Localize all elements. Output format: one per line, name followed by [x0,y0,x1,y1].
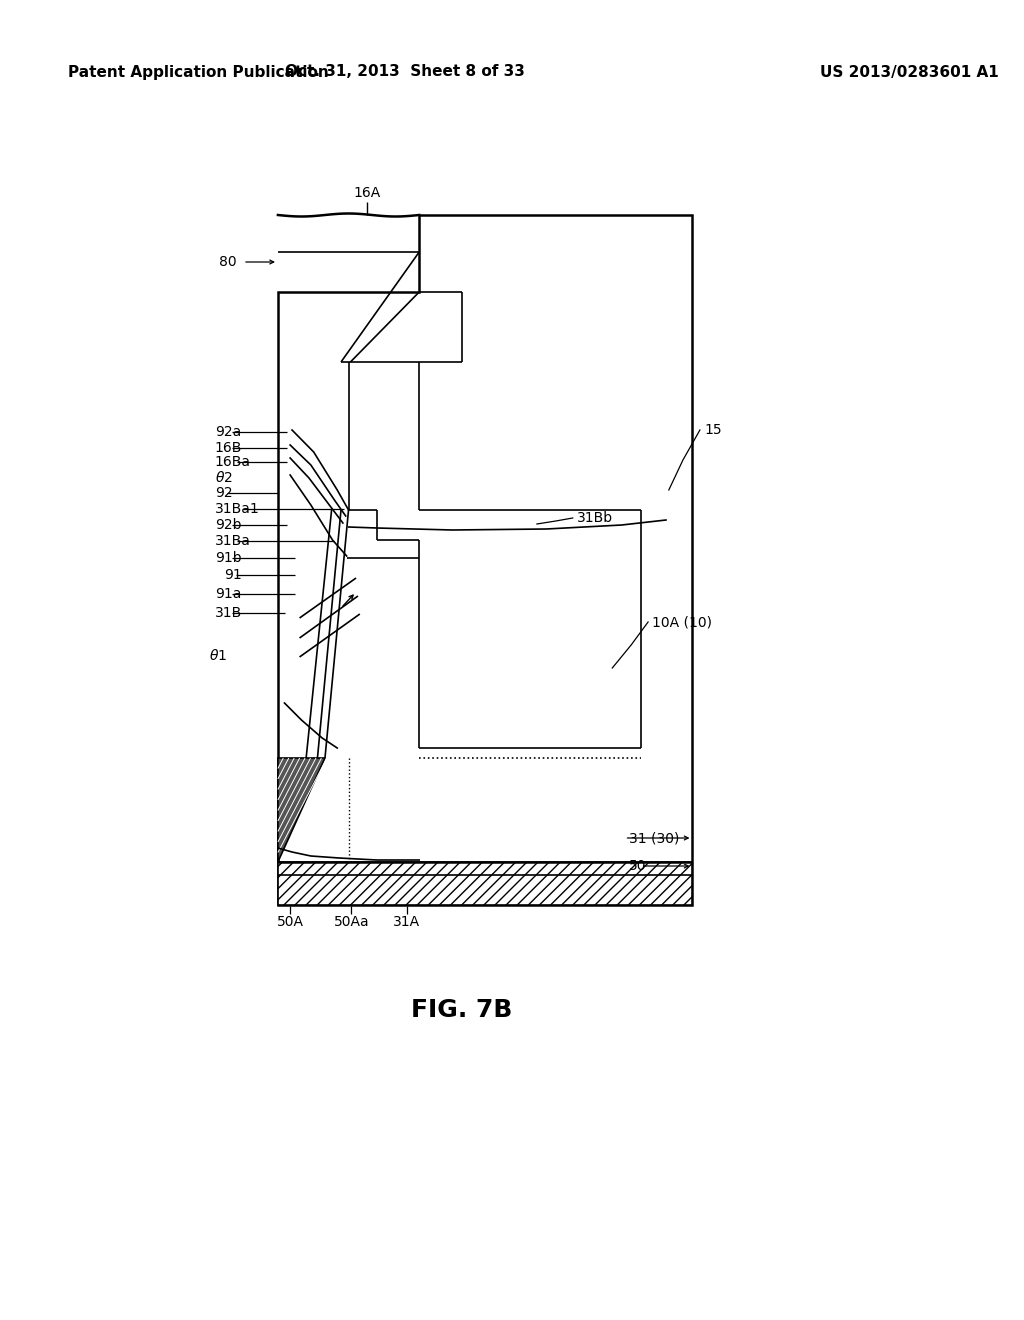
Text: 31Bb: 31Bb [577,511,612,525]
Text: 80: 80 [219,255,238,269]
Text: Patent Application Publication: Patent Application Publication [68,65,329,79]
Text: 16A: 16A [353,186,381,201]
Text: 91b: 91b [215,550,242,565]
Text: 15: 15 [705,422,722,437]
Text: 50Aa: 50Aa [334,915,370,929]
Text: 31Ba1: 31Ba1 [215,502,259,516]
Text: 92a: 92a [215,425,241,440]
Text: US 2013/0283601 A1: US 2013/0283601 A1 [819,65,998,79]
Text: 31A: 31A [393,915,421,929]
Text: $\it{\theta}$2: $\it{\theta}$2 [215,470,232,484]
Polygon shape [278,215,692,906]
Text: 92: 92 [215,486,232,500]
Text: Oct. 31, 2013  Sheet 8 of 33: Oct. 31, 2013 Sheet 8 of 33 [285,65,525,79]
Polygon shape [278,862,692,906]
Text: 91: 91 [224,568,242,582]
Text: $\it{\theta}$1: $\it{\theta}$1 [209,648,227,663]
Text: 16Ba: 16Ba [215,455,251,469]
Polygon shape [278,758,325,862]
Text: 16B: 16B [215,441,242,455]
Text: 10A (10): 10A (10) [652,615,712,630]
Text: 92b: 92b [215,517,242,532]
Text: 31 (30): 31 (30) [630,832,680,845]
Text: FIG. 7B: FIG. 7B [411,998,512,1022]
Text: 31Ba: 31Ba [215,535,251,548]
Text: 50: 50 [630,859,647,873]
Text: 91a: 91a [215,587,241,601]
Text: 31B: 31B [215,606,242,620]
Text: 50A: 50A [276,915,304,929]
